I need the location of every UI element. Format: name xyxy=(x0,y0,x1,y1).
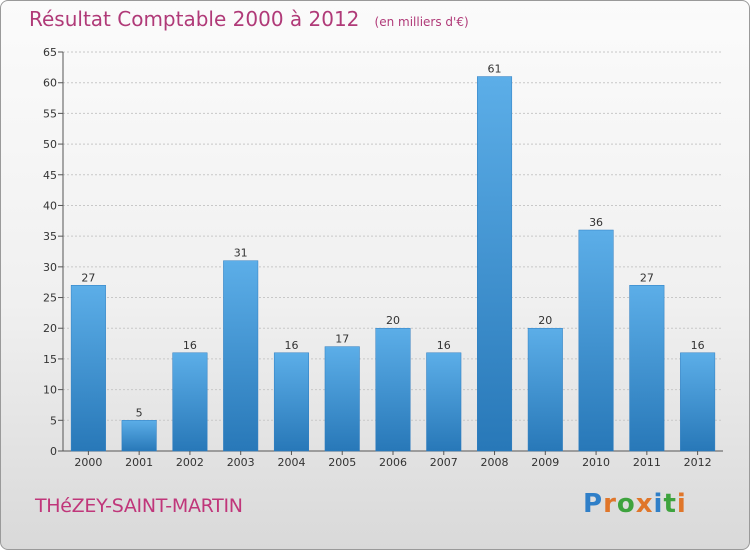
chart-title: Résultat Comptable 2000 à 2012 xyxy=(29,7,360,31)
data-label: 5 xyxy=(136,406,143,419)
y-tick-label: 0 xyxy=(50,445,57,458)
logo-letter: o xyxy=(616,489,636,519)
x-tick-label: 2002 xyxy=(176,456,204,469)
y-tick-label: 50 xyxy=(43,138,57,151)
y-tick-label: 30 xyxy=(43,261,57,274)
data-label: 16 xyxy=(284,339,298,352)
data-label: 61 xyxy=(488,63,502,76)
city-name: THéZEY-SAINT-MARTIN xyxy=(35,495,243,517)
bar xyxy=(629,285,665,452)
bar xyxy=(375,327,411,452)
y-tick-label: 65 xyxy=(43,46,57,59)
chart-subtitle: (en milliers d'€) xyxy=(374,15,469,29)
x-tick-label: 2010 xyxy=(582,456,610,469)
y-tick-label: 15 xyxy=(43,353,57,366)
data-label: 31 xyxy=(234,247,248,260)
y-tick-label: 60 xyxy=(43,77,57,90)
data-label: 16 xyxy=(183,339,197,352)
x-tick-label: 2008 xyxy=(481,456,509,469)
logo-letter: i xyxy=(653,489,664,519)
bar xyxy=(680,352,716,452)
y-tick-label: 25 xyxy=(43,292,57,305)
x-tick-label: 2000 xyxy=(74,456,102,469)
bar xyxy=(121,420,157,452)
bar xyxy=(324,346,360,452)
x-tick-label: 2003 xyxy=(227,456,255,469)
data-label: 20 xyxy=(386,314,400,327)
chart-title-block: Résultat Comptable 2000 à 2012 (en milli… xyxy=(29,7,469,31)
x-tick-label: 2006 xyxy=(379,456,407,469)
y-tick-label: 10 xyxy=(43,384,57,397)
logo-letter: r xyxy=(603,489,617,519)
data-label: 16 xyxy=(437,339,451,352)
x-tick-label: 2004 xyxy=(277,456,305,469)
logo-letter: i xyxy=(676,489,687,519)
logo-letter: P xyxy=(583,489,604,519)
y-tick-label: 5 xyxy=(50,414,57,427)
y-tick-label: 45 xyxy=(43,169,57,182)
bar xyxy=(527,327,563,452)
bar xyxy=(273,352,309,452)
bar xyxy=(578,229,614,452)
y-tick-label: 35 xyxy=(43,230,57,243)
y-tick-label: 40 xyxy=(43,199,57,212)
x-tick-label: 2005 xyxy=(328,456,356,469)
x-tick-label: 2011 xyxy=(633,456,661,469)
data-label: 27 xyxy=(640,271,654,284)
data-label: 36 xyxy=(589,216,603,229)
data-label: 20 xyxy=(538,314,552,327)
logo-letter: x xyxy=(635,489,654,519)
bar xyxy=(70,285,106,452)
x-tick-label: 2001 xyxy=(125,456,153,469)
bar xyxy=(477,76,513,452)
bar xyxy=(426,352,462,452)
data-label: 16 xyxy=(691,339,705,352)
x-tick-label: 2009 xyxy=(531,456,559,469)
proxiti-logo: Proxiti xyxy=(583,489,687,519)
bar xyxy=(172,352,208,452)
logo-letter: t xyxy=(663,489,677,519)
x-tick-label: 2012 xyxy=(684,456,712,469)
bar xyxy=(223,260,259,452)
data-label: 17 xyxy=(335,333,349,346)
y-tick-label: 20 xyxy=(43,322,57,335)
x-tick-label: 2007 xyxy=(430,456,458,469)
y-tick-label: 55 xyxy=(43,107,57,120)
data-label: 27 xyxy=(81,271,95,284)
